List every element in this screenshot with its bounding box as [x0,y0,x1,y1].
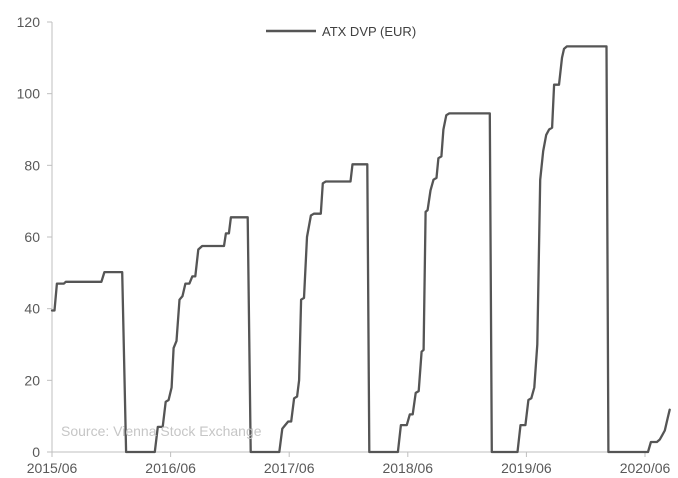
x-tick-label: 2015/06 [27,460,78,476]
x-tick-label: 2020/06 [620,460,671,476]
x-axis: 2015/06 2016/06 2017/06 2018/06 2019/06 2020/… [27,451,671,476]
source-annotation: Source: Vienna Stock Exchange [61,423,262,439]
y-axis: 0 20 40 60 80 100 120 [17,14,53,460]
x-tick-label: 2019/06 [501,460,552,476]
y-tick-label: 40 [24,301,40,317]
y-tick-label: 100 [17,86,41,102]
series-line [50,45,671,454]
y-tick-label: 120 [17,14,41,30]
x-tick-label: 2017/06 [264,460,315,476]
y-tick-label: 60 [24,229,40,245]
plot-area [50,45,671,454]
y-tick-label: 80 [24,157,40,173]
y-tick-label: 0 [32,444,40,460]
legend-label: ATX DVP (EUR) [322,24,416,39]
x-tick-label: 2016/06 [145,460,196,476]
legend: ATX DVP (EUR) [266,24,416,39]
x-tick-label: 2018/06 [382,460,433,476]
y-tick-label: 20 [24,372,40,388]
